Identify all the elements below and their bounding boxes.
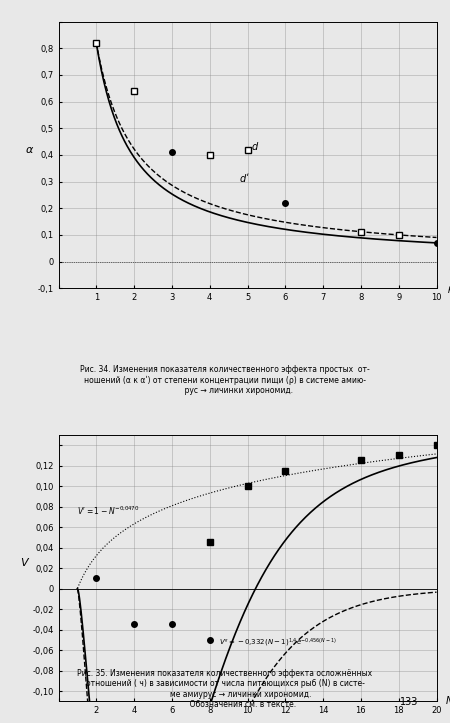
Y-axis label: V: V — [20, 558, 27, 568]
Text: N: N — [446, 696, 450, 706]
Text: Рис. 34. Изменения показателя количественного эффекта простых  от-
ношений (α к : Рис. 34. Изменения показателя количестве… — [80, 365, 370, 395]
Text: ρ: ρ — [448, 283, 450, 294]
Text: $V''=-0{,}332(N-1)^{1{,}4}e^{-0{,}456(N-1)}$: $V''=-0{,}332(N-1)^{1{,}4}e^{-0{,}456(N-… — [219, 637, 337, 649]
Text: 133: 133 — [400, 697, 418, 707]
Text: Рис. 35. Изменения показателя количественного эффекта осложнённых
отношений ( ч): Рис. 35. Изменения показателя количестве… — [77, 669, 373, 709]
Text: dʹ: dʹ — [240, 174, 249, 184]
Text: $V'= 1-N^{-0{,}0470}$: $V'= 1-N^{-0{,}0470}$ — [77, 505, 140, 517]
Y-axis label: α: α — [26, 145, 33, 155]
Text: d: d — [251, 142, 257, 152]
